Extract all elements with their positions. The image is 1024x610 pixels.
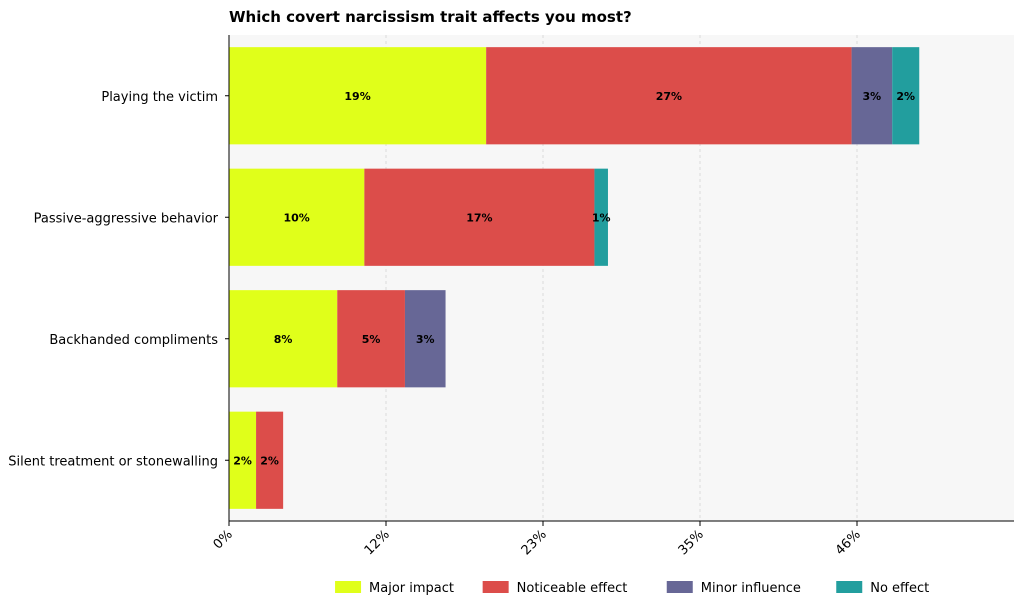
legend-swatch bbox=[335, 581, 362, 593]
bar-value-label: 2% bbox=[233, 454, 252, 467]
legend-label: No effect bbox=[870, 581, 929, 596]
bar-value-label: 1% bbox=[592, 211, 611, 224]
x-tick-label: 0% bbox=[211, 527, 236, 552]
legend-label: Major impact bbox=[369, 581, 454, 596]
x-tick-label: 23% bbox=[519, 527, 550, 558]
bar-segment bbox=[229, 290, 338, 388]
category-label: Backhanded compliments bbox=[49, 333, 218, 348]
x-tick-label: 46% bbox=[833, 527, 864, 558]
bar-value-label: 3% bbox=[863, 90, 882, 103]
bar-segment bbox=[486, 47, 852, 145]
bar-value-label: 2% bbox=[260, 454, 279, 467]
bar-segment bbox=[892, 47, 920, 145]
bar-value-label: 8% bbox=[274, 333, 293, 346]
category-label: Passive-aggressive behavior bbox=[34, 211, 219, 226]
bar-segment bbox=[364, 168, 595, 266]
bar-segment bbox=[256, 411, 284, 509]
bar-value-label: 17% bbox=[466, 211, 492, 224]
bars: 19% 27% 3% 2% 10% 17% 1% 8% 5% 3% 2% 2% bbox=[229, 47, 920, 509]
category-label: Playing the victim bbox=[101, 90, 218, 105]
bar-segment bbox=[851, 47, 893, 145]
legend-swatch bbox=[666, 581, 693, 593]
bar-value-label: 10% bbox=[284, 211, 310, 224]
x-tick-label: 12% bbox=[362, 527, 393, 558]
legend: Major impact Noticeable effect Minor influ… bbox=[335, 581, 929, 596]
bar-segment bbox=[594, 168, 608, 266]
category-label: Silent treatment or stonewalling bbox=[8, 454, 218, 469]
legend-label: Noticeable effect bbox=[517, 581, 628, 596]
legend-swatch bbox=[836, 581, 863, 593]
bar-segment bbox=[404, 290, 446, 388]
legend-label: Minor influence bbox=[701, 581, 801, 596]
bar-segment bbox=[229, 168, 365, 266]
legend-swatch bbox=[482, 581, 509, 593]
bar-value-label: 27% bbox=[656, 90, 682, 103]
bar-value-label: 3% bbox=[416, 333, 435, 346]
bar-segment bbox=[229, 47, 487, 145]
bar-value-label: 5% bbox=[362, 333, 381, 346]
x-tick-label: 35% bbox=[676, 527, 707, 558]
bar-value-label: 19% bbox=[344, 90, 370, 103]
bar-segment bbox=[229, 411, 257, 509]
bar-segment bbox=[337, 290, 405, 388]
grid-lines bbox=[385, 35, 858, 521]
bar-value-label: 2% bbox=[896, 90, 915, 103]
chart-title: Which covert narcissism trait affects yo… bbox=[229, 8, 632, 26]
